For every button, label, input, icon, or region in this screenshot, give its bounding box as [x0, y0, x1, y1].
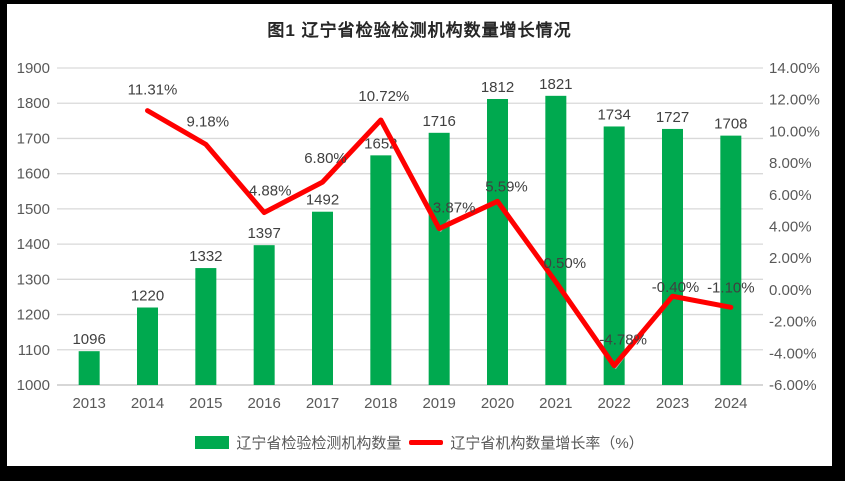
x-axis-tick-label: 2023	[656, 395, 689, 412]
bar-value-label: 1397	[247, 225, 280, 242]
bar	[312, 211, 333, 385]
x-axis-tick-label: 2018	[364, 395, 397, 412]
right-axis-tick-label: 0.00%	[769, 282, 812, 299]
x-axis-tick-label: 2020	[481, 395, 514, 412]
growth-rate-label: 9.18%	[187, 113, 230, 130]
growth-rate-label: 6.80%	[304, 150, 347, 167]
growth-rate-label: -1.10%	[707, 279, 755, 296]
chart-title: 图1 辽宁省检验检测机构数量增长情况	[267, 21, 572, 40]
bar	[428, 132, 450, 385]
left-axis-tick-label: 1600	[17, 166, 50, 183]
growth-rate-label: 4.88%	[249, 183, 292, 200]
legend-bar-swatch-icon	[195, 436, 230, 449]
growth-rate-label: 10.72%	[358, 88, 409, 105]
bar-value-label: 1096	[72, 331, 105, 348]
left-axis-tick-label: 1500	[17, 201, 50, 218]
bar-value-label: 1821	[539, 76, 572, 93]
left-axis-tick-label: 1700	[17, 130, 50, 147]
left-axis-tick-label: 1400	[17, 236, 50, 253]
bar-value-label: 1492	[306, 192, 339, 209]
legend: 辽宁省检验检测机构数量 辽宁省机构数量增长率（%）	[7, 432, 832, 453]
right-axis-tick-label: 6.00%	[769, 187, 812, 204]
left-axis-tick-label: 1800	[17, 95, 50, 112]
chart-area: 图1 辽宁省检验检测机构数量增长情况 1900 1800 1700 1600 1500 1…	[7, 4, 832, 466]
bar-value-label: 1734	[597, 106, 630, 123]
right-axis-tick-label: 8.00%	[769, 155, 812, 172]
right-axis-tick-label: 2.00%	[769, 250, 812, 267]
bar	[720, 135, 742, 385]
bar	[545, 95, 567, 385]
bar-value-label: 1220	[131, 288, 164, 305]
x-axis-tick-label: 2016	[247, 395, 280, 412]
growth-rate-label: 0.50%	[544, 255, 587, 272]
growth-rate-label: -0.40%	[652, 279, 700, 296]
bar	[78, 351, 100, 385]
bar-value-label: 1708	[714, 116, 747, 133]
growth-rate-label: 11.31%	[128, 82, 178, 99]
right-axis-tick-label: 10.00%	[769, 123, 820, 140]
chart-canvas: 1900 1800 1700 1600 1500 1400 1300 1200 1100 1000…	[17, 60, 820, 412]
left-axis-tick-label: 1300	[17, 271, 50, 288]
growth-rate-label: -4.78%	[599, 332, 647, 349]
legend-bar-label: 辽宁省检验检测机构数量	[236, 435, 402, 452]
left-axis-tick-label: 1900	[17, 60, 50, 77]
bar-value-label: 1812	[481, 79, 514, 96]
bar-value-label: 1332	[189, 248, 222, 265]
x-axis-tick-label: 2019	[422, 395, 455, 412]
x-axis-tick-label: 2022	[597, 395, 630, 412]
x-axis-tick-label: 2021	[539, 395, 572, 412]
x-axis-tick-label: 2024	[714, 395, 747, 412]
right-axis-tick-label: -6.00%	[769, 377, 817, 394]
right-axis-tick-label: -2.00%	[769, 314, 817, 331]
bar	[253, 245, 275, 385]
bar	[195, 268, 217, 385]
bar-value-label: 1727	[656, 109, 689, 126]
legend-line-label: 辽宁省机构数量增长率（%）	[450, 435, 644, 452]
right-axis-tick-label: 14.00%	[769, 60, 820, 77]
x-axis-tick-label: 2014	[131, 395, 164, 412]
x-axis-tick-label: 2015	[189, 395, 222, 412]
bar	[370, 155, 392, 385]
right-axis-tick-label: 12.00%	[769, 92, 820, 109]
x-axis-tick-label: 2017	[306, 395, 339, 412]
growth-rate-label: 5.59%	[485, 178, 528, 195]
growth-rate-line	[145, 108, 734, 369]
bar	[137, 307, 158, 385]
growth-rate-label: 3.87%	[433, 200, 476, 217]
right-axis-tick-label: 4.00%	[769, 219, 812, 236]
left-axis-tick-label: 1200	[17, 307, 50, 324]
left-axis-tick-label: 1000	[17, 377, 50, 394]
x-axis-tick-label: 2013	[72, 395, 105, 412]
bar-value-label: 1716	[422, 113, 455, 130]
left-axis-tick-label: 1100	[18, 342, 50, 359]
legend-line-swatch-icon	[409, 440, 444, 445]
right-axis-tick-label: -4.00%	[769, 345, 817, 362]
bar	[603, 126, 625, 386]
bar	[662, 128, 683, 385]
bar	[487, 98, 508, 386]
